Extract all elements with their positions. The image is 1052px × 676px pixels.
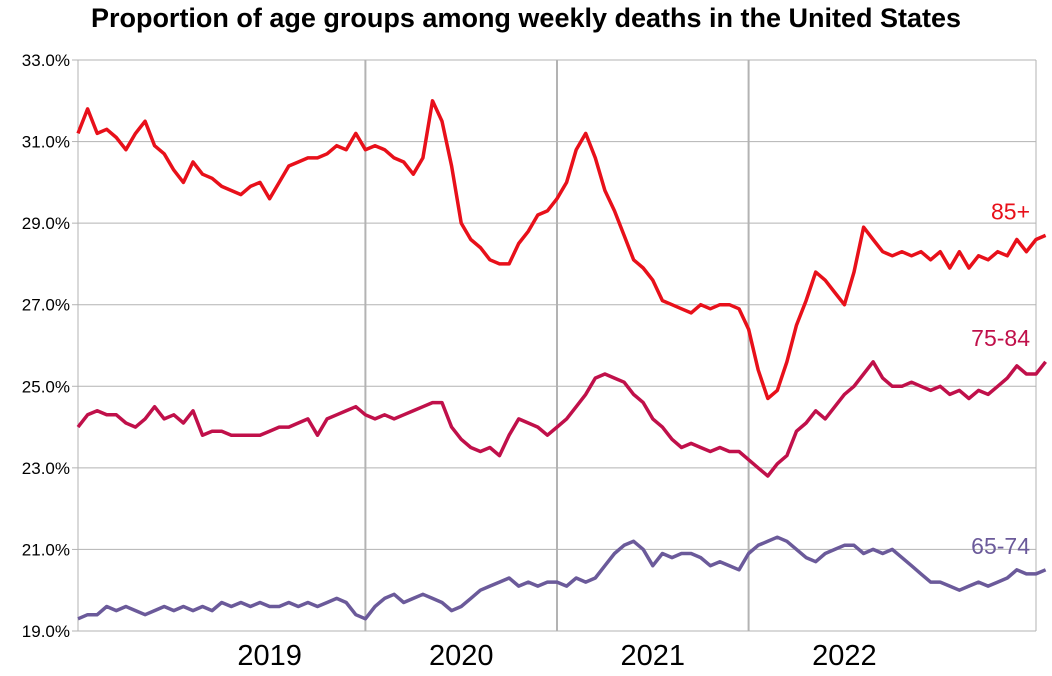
x-tick-label: 2020 [429, 640, 494, 672]
series-line-85+ [76, 99, 1047, 401]
y-tick-label: 31.0% [22, 133, 70, 152]
y-tick-label: 25.0% [22, 377, 70, 396]
y-tick-label: 23.0% [22, 459, 70, 478]
series-label-75-84: 75-84 [971, 325, 1030, 351]
series-label-85+: 85+ [991, 198, 1030, 224]
y-tick-label: 19.0% [22, 622, 70, 641]
y-tick-label: 27.0% [22, 296, 70, 315]
x-tick-label: 2019 [237, 640, 302, 672]
series-line-75-84 [76, 360, 1047, 478]
x-axis: 2019 2020 2021 2022 [78, 60, 1037, 672]
series-label-65-74: 65-74 [971, 533, 1030, 559]
series-line-65-74 [77, 535, 1047, 621]
y-axis: 19.0% 21.0% 23.0% 25.0% 27.0% 29.0% 31.0% 33.0% [22, 51, 79, 641]
x-tick-label: 2021 [621, 640, 686, 672]
x-tick-label: 2022 [812, 640, 877, 672]
grid [78, 59, 1036, 632]
y-tick-label: 29.0% [22, 214, 70, 233]
series-labels: 85+ 75-84 65-74 [971, 198, 1030, 558]
y-tick-label: 21.0% [22, 540, 70, 559]
series-lines [76, 99, 1047, 621]
y-tick-label: 33.0% [22, 51, 70, 70]
chart-title: Proportion of age groups among weekly de… [91, 3, 961, 33]
